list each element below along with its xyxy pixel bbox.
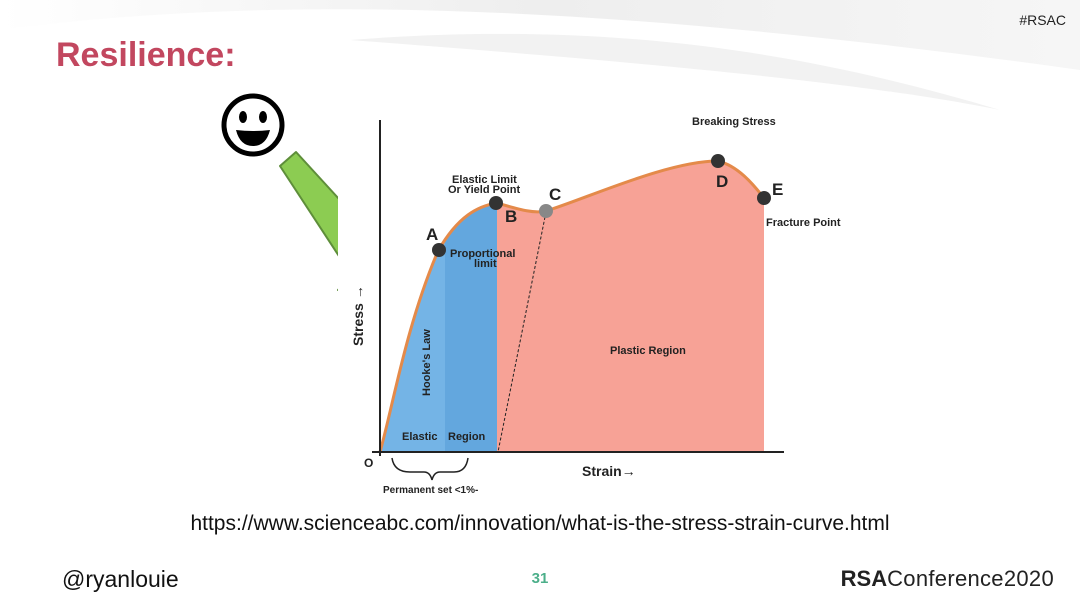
plastic-region-label: Plastic Region [610, 345, 686, 357]
point-d-label: D [716, 172, 728, 191]
point-d-marker [711, 154, 725, 168]
hashtag: #RSAC [1019, 12, 1066, 28]
background-swoosh [0, 0, 1080, 110]
point-a-label: A [426, 225, 438, 244]
stress-strain-diagram: A B C D E Breaking Stress Elastic Limit … [338, 106, 858, 498]
logo-rsa: RSA [840, 566, 888, 591]
source-url[interactable]: https://www.scienceabc.com/innovation/wh… [190, 512, 890, 535]
fracture-point-label: Fracture Point [766, 217, 841, 229]
proportional-limit-label-2: limit [474, 258, 497, 270]
point-a-marker [432, 243, 446, 257]
rsa-conference-logo: RSAConference2020 [841, 566, 1054, 592]
point-b-marker [489, 196, 503, 210]
yield-point-label: Or Yield Point [448, 184, 520, 196]
strain-axis-label: Strain→ [582, 463, 636, 479]
smiley-face-icon [221, 93, 285, 157]
proportional-limit-label: Proportional [450, 248, 515, 260]
stress-axis-label: Stress → [350, 285, 366, 346]
point-b-label: B [505, 207, 517, 226]
elastic-limit-label: Elastic Limit [452, 174, 517, 186]
point-c-marker [539, 204, 553, 218]
point-e-marker [757, 191, 771, 205]
plastic-region-area [497, 161, 764, 452]
permanent-set-brace [391, 457, 469, 481]
twitter-handle: @ryanlouie [62, 566, 179, 592]
permanent-set-label: Permanent set <1%- [383, 485, 478, 496]
hookes-law-label: Hooke's Law [421, 329, 433, 396]
slide-title: Resilience: [56, 36, 236, 74]
point-c-label: C [549, 185, 561, 204]
elastic-region-light [380, 240, 445, 452]
logo-conference: Conference2020 [887, 566, 1054, 591]
breaking-stress-label: Breaking Stress [692, 116, 776, 128]
elastic-region-dark [445, 203, 497, 452]
permanent-set-line [497, 211, 547, 453]
elastic-label: Elastic [402, 431, 437, 443]
origin-label: O [364, 456, 373, 470]
region-label: Region [448, 431, 486, 443]
point-e-label: E [772, 180, 783, 199]
page-number: 31 [531, 570, 549, 587]
